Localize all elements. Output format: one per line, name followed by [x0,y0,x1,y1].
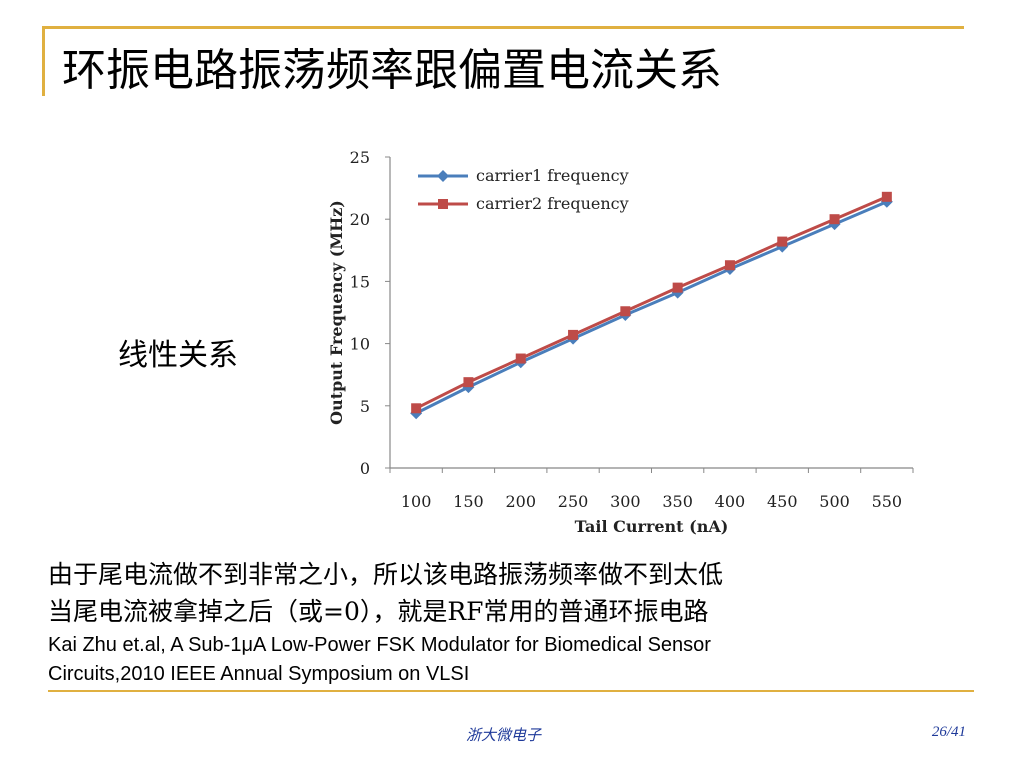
legend-marker-1 [437,170,449,182]
series-line-1 [415,200,888,415]
data-point-series2 [515,353,526,364]
title-accent-rule [42,26,964,29]
series-line-2 [415,195,888,410]
data-point-series2 [829,214,840,225]
footer-rule [48,690,974,692]
page-number: 26/41 [931,724,966,740]
y-tick-label: 25 [350,148,370,167]
y-axis-title: Output Frequency (MHz) [327,200,346,425]
title-accent-bar [42,26,45,96]
x-tick-label: 250 [558,492,589,511]
data-point-series2 [672,282,683,293]
y-tick-label: 5 [360,397,370,416]
legend-label-1: carrier1 frequency [476,166,629,185]
legend-label-2: carrier2 frequency [476,194,629,213]
data-point-series2 [724,260,735,271]
slide-title: 环振电路振荡频率跟偏置电流关系 [62,45,722,96]
data-point-series2 [463,377,474,388]
frequency-vs-current-chart: 0 5 10 15 20 25 100 150 200 250 300 350 400 450 500 550… [327,148,914,536]
y-tick-label: 0 [360,459,370,478]
side-label: 线性关系 [118,338,238,373]
x-tick-label: 300 [610,492,641,511]
reference-line-2: Circuits,2010 IEEE Annual Symposium on V… [48,663,470,685]
data-point-series2 [568,329,579,340]
y-tick-label: 10 [350,335,370,354]
x-tick-label: 500 [819,492,850,511]
x-axis-title: Tail Current (nA) [575,517,729,536]
legend-marker-2 [438,199,448,209]
note-line-2: 当尾电流被拿掉之后（或=0），就是RF常用的普通环振电路 [48,597,709,626]
note-line-1: 由于尾电流做不到非常之小，所以该电路振荡频率做不到太低 [48,560,724,589]
x-tick-label: 550 [872,492,903,511]
y-tick-label: 20 [350,210,370,229]
footer-organization: 浙大微电子 [466,726,542,744]
x-tick-label: 100 [401,492,432,511]
x-tick-label: 150 [453,492,484,511]
data-point-series2 [881,191,892,202]
x-tick-label: 450 [767,492,798,511]
x-tick-label: 200 [505,492,536,511]
y-tick-label: 15 [350,272,370,291]
reference-line-1: Kai Zhu et.al, A Sub-1μA Low-Power FSK M… [48,634,711,656]
data-point-series2 [411,403,422,414]
data-point-series2 [620,306,631,317]
data-point-series2 [777,236,788,247]
x-tick-label: 350 [662,492,693,511]
x-tick-label: 400 [715,492,746,511]
